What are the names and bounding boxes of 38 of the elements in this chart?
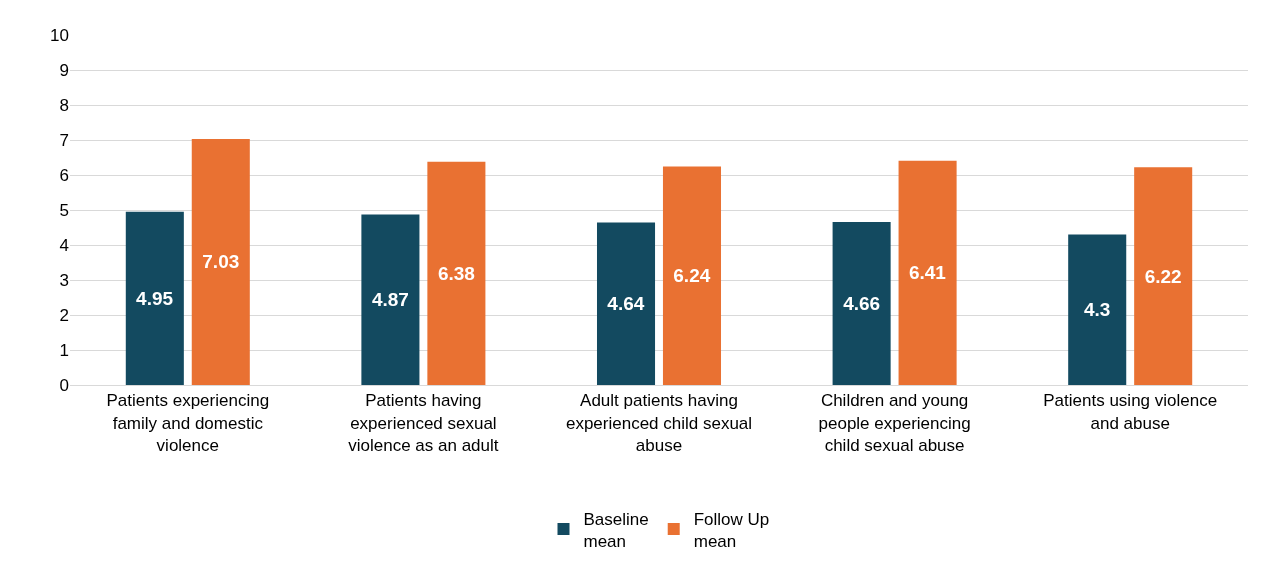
y-tick-label: 9 xyxy=(59,60,69,80)
bar xyxy=(596,222,656,385)
bar xyxy=(427,161,486,385)
data-label: 4.66 xyxy=(843,292,881,314)
bar xyxy=(125,211,184,385)
bar xyxy=(662,166,722,385)
bar xyxy=(1068,234,1127,385)
y-tick-label: 2 xyxy=(59,305,69,325)
x-tick-label: Patients experiencing family and domestic violence xyxy=(106,391,270,455)
x-tick-label: Adult patients having experienced child sexual abuse xyxy=(565,391,753,455)
data-label: 4.87 xyxy=(371,289,409,311)
y-tick-label: 4 xyxy=(59,235,69,255)
y-tick-label: 6 xyxy=(59,165,69,185)
legend-label: Baseline mean xyxy=(583,509,649,551)
y-tick-label: 8 xyxy=(59,95,69,115)
x-tick-label: Patients using violence and abuse xyxy=(1043,391,1218,433)
bar xyxy=(832,221,891,385)
data-label: 7.03 xyxy=(202,251,240,273)
data-label: 4.3 xyxy=(1084,299,1111,321)
y-tick-label: 10 xyxy=(50,25,69,45)
y-tick-label: 0 xyxy=(59,375,69,395)
data-label: 4.64 xyxy=(607,293,645,315)
legend-label: Follow Up mean xyxy=(693,509,770,551)
y-tick-label: 7 xyxy=(59,130,69,150)
x-tick-label: Children and young people experiencing child sexual abuse xyxy=(818,391,971,455)
bar xyxy=(1134,167,1193,385)
data-label: 6.38 xyxy=(437,262,475,284)
data-label: 6.24 xyxy=(673,265,711,287)
y-tick-label: 1 xyxy=(59,340,69,360)
bar xyxy=(361,214,420,385)
bar xyxy=(898,160,957,385)
data-label: 6.22 xyxy=(1144,265,1182,287)
y-tick-label: 5 xyxy=(59,200,69,220)
y-tick-label: 3 xyxy=(59,270,69,290)
data-label: 6.41 xyxy=(908,262,947,284)
bar xyxy=(191,138,250,385)
x-tick-label: Patients having experienced sexual violence as an adult xyxy=(348,391,499,455)
data-label: 4.95 xyxy=(136,287,174,309)
